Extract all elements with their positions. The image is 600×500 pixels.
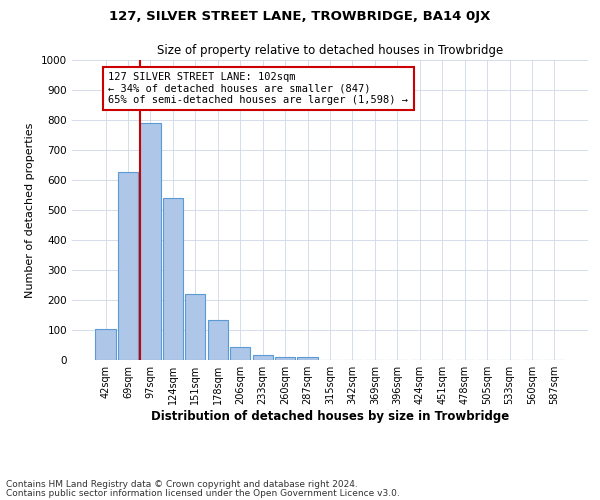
Bar (275, 357, 295, 360)
Y-axis label: Number of detached properties: Number of detached properties (25, 122, 35, 298)
Bar (118, 172, 138, 360)
Title: Size of property relative to detached houses in Trowbridge: Size of property relative to detached ho… (157, 44, 503, 58)
Text: Contains HM Land Registry data © Crown copyright and database right 2024.: Contains HM Land Registry data © Crown c… (6, 480, 358, 489)
Bar (230, 348, 250, 360)
Text: 127, SILVER STREET LANE, TROWBRIDGE, BA14 0JX: 127, SILVER STREET LANE, TROWBRIDGE, BA1… (109, 10, 491, 23)
Bar (95, 329, 116, 360)
Bar (140, 123, 161, 360)
Text: Contains public sector information licensed under the Open Government Licence v3: Contains public sector information licen… (6, 489, 400, 498)
Bar (163, 198, 183, 360)
Bar (208, 320, 228, 360)
Text: 127 SILVER STREET LANE: 102sqm
← 34% of detached houses are smaller (847)
65% of: 127 SILVER STREET LANE: 102sqm ← 34% of … (109, 72, 409, 105)
Bar (185, 294, 205, 360)
X-axis label: Distribution of detached houses by size in Trowbridge: Distribution of detached houses by size … (151, 410, 509, 423)
Bar (253, 355, 273, 360)
Bar (298, 356, 317, 360)
